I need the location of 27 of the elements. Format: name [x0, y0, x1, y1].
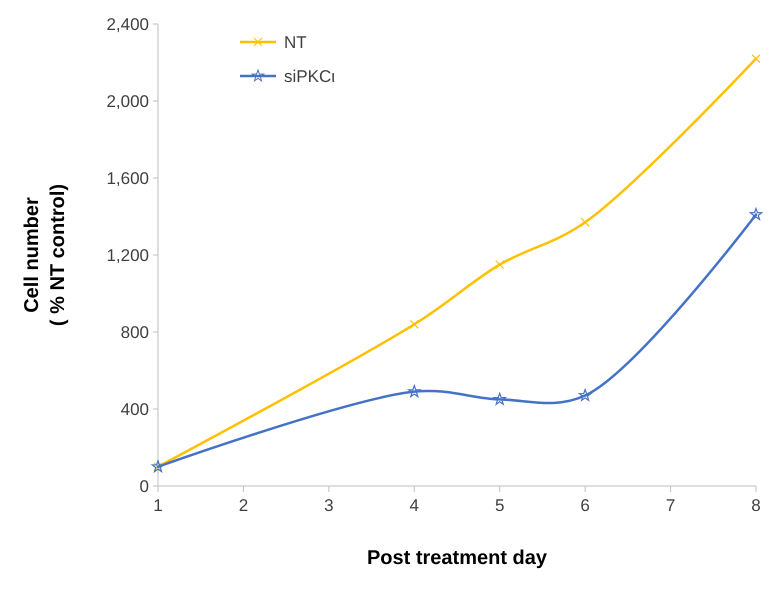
x-tick-label: 8: [751, 496, 761, 515]
y-tick-label: 400: [120, 400, 149, 419]
point: [751, 54, 761, 64]
y-axis-title: Cell number ( % NT control): [21, 184, 69, 326]
point: [580, 218, 590, 227]
y-tick-label: 2,000: [106, 92, 149, 111]
y-tick-label: 0: [140, 476, 149, 496]
legend-label: siPKCι: [284, 66, 336, 86]
y-tick-label: 1,200: [106, 246, 149, 265]
x-tick-label: 5: [494, 496, 504, 515]
legend-label: NT: [284, 32, 307, 52]
x-tick-label: 3: [324, 496, 334, 515]
x-tick-label: 7: [666, 496, 676, 515]
x-tick-label: 2: [238, 496, 248, 515]
point: [495, 260, 504, 270]
x-tick-label: 1: [153, 496, 163, 515]
point: [578, 388, 592, 401]
y-tick-label: 2,400: [106, 14, 149, 34]
point: [410, 320, 419, 329]
point: [493, 392, 506, 405]
point: [408, 385, 421, 398]
x-axis-title: Post treatment day: [366, 547, 548, 569]
point: [750, 208, 762, 220]
x-tick-label: 4: [410, 496, 420, 515]
y-tick-label: 1,600: [106, 168, 149, 188]
x-tick-label: 6: [580, 496, 590, 515]
y-tick-label: 800: [120, 322, 149, 342]
